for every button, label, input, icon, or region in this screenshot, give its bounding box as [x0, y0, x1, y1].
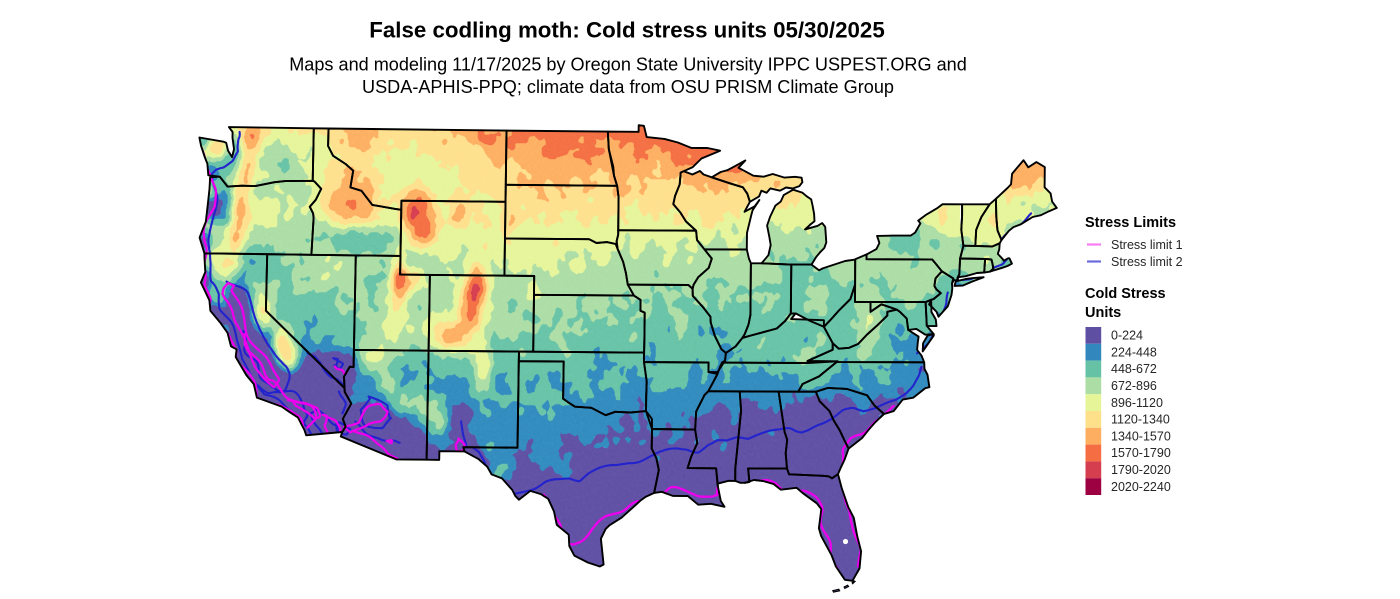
- svg-text:Stress limit 2: Stress limit 2: [1111, 255, 1183, 269]
- svg-text:448-672: 448-672: [1111, 362, 1157, 376]
- svg-text:USDA-APHIS-PPQ; climate data f: USDA-APHIS-PPQ; climate data from OSU PR…: [362, 77, 894, 97]
- svg-text:1790-2020: 1790-2020: [1111, 463, 1171, 477]
- svg-text:896-1120: 896-1120: [1111, 396, 1163, 410]
- svg-text:224-448: 224-448: [1111, 345, 1157, 359]
- svg-text:1120-1340: 1120-1340: [1111, 413, 1170, 427]
- svg-text:Units: Units: [1085, 305, 1121, 321]
- svg-text:False codling moth: Cold stres: False codling moth: Cold stress units 05…: [369, 18, 884, 43]
- svg-text:Stress Limits: Stress Limits: [1085, 215, 1176, 231]
- svg-text:Cold Stress: Cold Stress: [1085, 286, 1166, 302]
- svg-text:Stress limit 1: Stress limit 1: [1111, 238, 1183, 252]
- svg-text:Maps and modeling 11/17/2025 b: Maps and modeling 11/17/2025 by Oregon S…: [289, 55, 967, 75]
- svg-text:672-896: 672-896: [1111, 379, 1157, 393]
- svg-text:1340-1570: 1340-1570: [1111, 429, 1171, 443]
- svg-text:1570-1790: 1570-1790: [1111, 446, 1171, 460]
- svg-text:0-224: 0-224: [1111, 329, 1143, 343]
- svg-text:2020-2240: 2020-2240: [1111, 480, 1171, 494]
